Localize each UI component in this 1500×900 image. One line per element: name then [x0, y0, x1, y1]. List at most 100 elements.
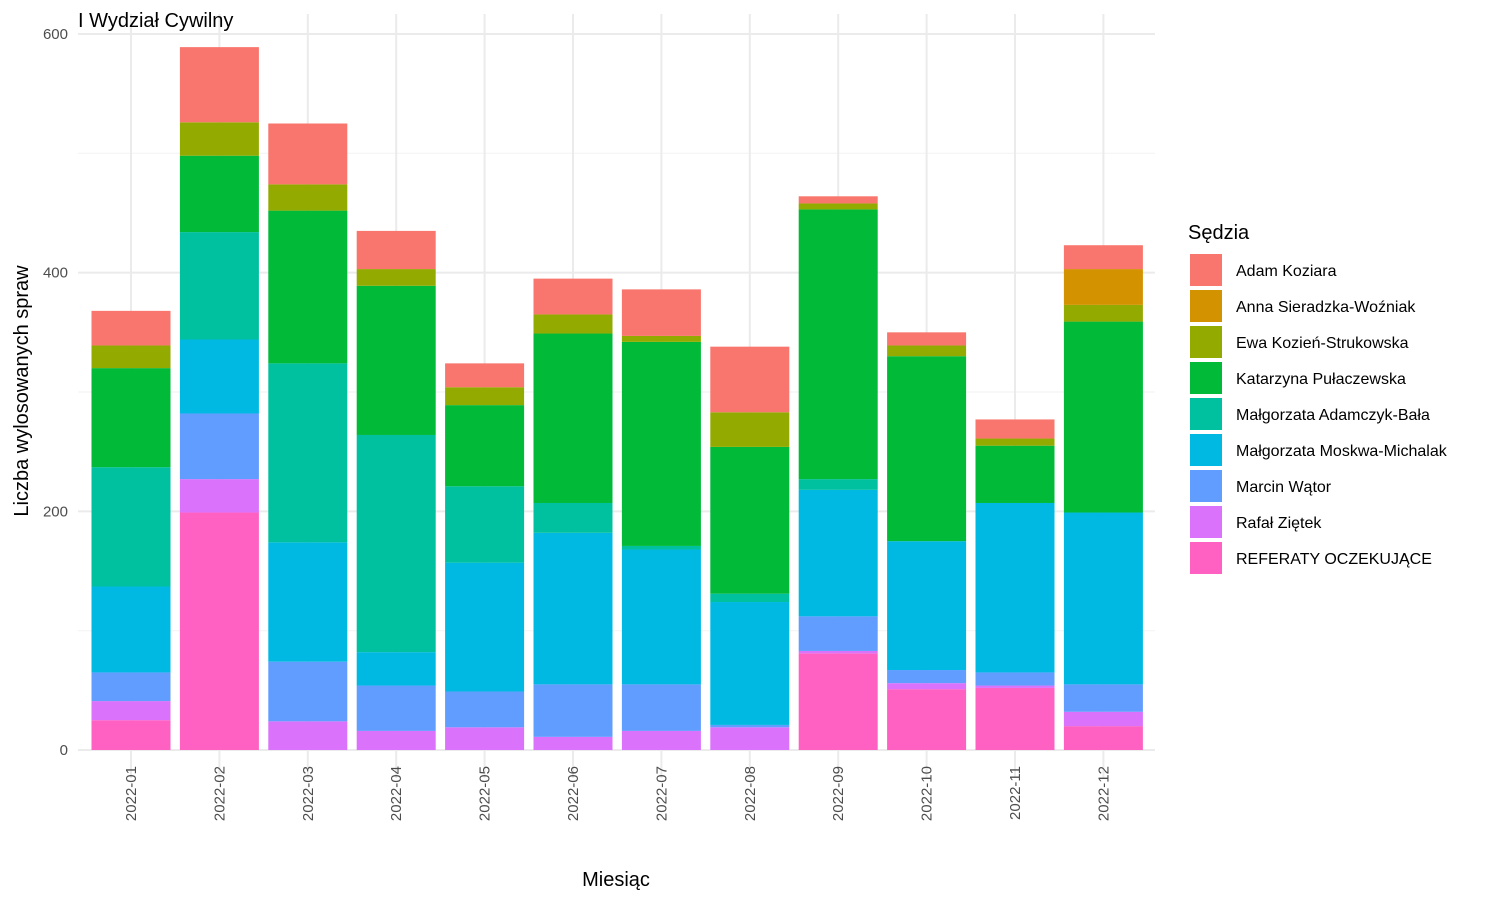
bar-segment	[268, 184, 348, 211]
bar-segment	[975, 438, 1055, 446]
bar-segment	[710, 727, 790, 750]
legend-item: REFERATY OCZEKUJĄCE	[1190, 542, 1432, 574]
bar-segment	[268, 661, 348, 722]
bar-segment	[1063, 269, 1143, 305]
bar-segment	[179, 479, 259, 513]
bar-segment	[975, 445, 1055, 503]
bar-segment	[533, 278, 613, 315]
bars	[91, 47, 1143, 750]
legend-swatch	[1190, 326, 1222, 358]
bar-segment	[91, 720, 171, 750]
bar-segment	[887, 683, 967, 690]
bar-stack	[356, 230, 436, 750]
bar-stack	[445, 363, 525, 750]
bar-segment	[710, 602, 790, 725]
bar-segment	[621, 684, 701, 731]
bar-segment	[445, 691, 525, 728]
bar-segment	[710, 346, 790, 413]
legend-items: Adam Koziara Anna Sieradzka-Woźniak Ewa Ko…	[1190, 254, 1448, 574]
legend-label: Małgorzata Adamczyk-Bała	[1236, 407, 1430, 424]
legend-swatch	[1190, 362, 1222, 394]
bar-segment	[91, 345, 171, 369]
bar-segment	[356, 285, 436, 435]
legend-label: Marcin Wątor	[1236, 479, 1332, 496]
bar-segment	[91, 310, 171, 346]
y-axis-title: Liczba wylosowanych spraw	[11, 265, 33, 517]
x-tick-label: 2022-03	[300, 766, 317, 821]
bar-segment	[533, 736, 613, 750]
bar-segment	[621, 545, 701, 550]
bar-segment	[91, 701, 171, 721]
bar-segment	[887, 541, 967, 671]
legend: Sędzia Adam Koziara Anna Sieradzka-Woźnia…	[1188, 222, 1448, 574]
bar-stack	[710, 346, 790, 750]
bar-segment	[975, 672, 1055, 686]
bar-stack	[91, 310, 171, 750]
bar-segment	[356, 652, 436, 686]
bar-segment	[91, 672, 171, 702]
x-tick-label: 2022-07	[653, 766, 670, 821]
bar-segment	[445, 387, 525, 406]
bar-segment	[445, 562, 525, 692]
bar-segment	[975, 685, 1055, 688]
bar-segment	[887, 332, 967, 346]
bar-stack	[268, 123, 348, 750]
bar-stack	[975, 419, 1055, 750]
legend-swatch	[1190, 290, 1222, 322]
bar-segment	[356, 269, 436, 286]
bar-segment	[356, 685, 436, 731]
bar-segment	[710, 446, 790, 594]
y-tick-label: 200	[43, 503, 68, 520]
bar-segment	[268, 542, 348, 662]
legend-swatch	[1190, 254, 1222, 286]
bar-segment	[268, 123, 348, 185]
bar-segment	[445, 727, 525, 750]
chart-title: I Wydział Cywilny	[78, 10, 233, 32]
bar-segment	[179, 155, 259, 233]
bar-segment	[887, 345, 967, 357]
bar-segment	[268, 363, 348, 543]
x-tick-label: 2022-02	[211, 766, 228, 821]
bar-segment	[621, 335, 701, 342]
x-tick-label: 2022-08	[742, 766, 759, 821]
legend-label: Anna Sieradzka-Woźniak	[1236, 299, 1416, 316]
bar-segment	[1063, 512, 1143, 685]
bar-segment	[179, 122, 259, 156]
bar-segment	[179, 232, 259, 340]
bar-segment	[91, 368, 171, 468]
bar-segment	[621, 341, 701, 546]
bar-segment	[179, 413, 259, 480]
bar-segment	[975, 502, 1055, 673]
bar-segment	[445, 486, 525, 563]
bar-segment	[1063, 321, 1143, 513]
bar-segment	[975, 419, 1055, 439]
bar-segment	[533, 333, 613, 503]
bar-segment	[798, 489, 878, 617]
bar-segment	[533, 314, 613, 334]
bar-segment	[621, 289, 701, 336]
legend-swatch	[1190, 398, 1222, 430]
bar-segment	[710, 412, 790, 447]
y-tick-label: 400	[43, 265, 68, 282]
bar-segment	[1063, 726, 1143, 750]
bar-segment	[445, 363, 525, 388]
bar-segment	[798, 653, 878, 750]
bar-segment	[798, 203, 878, 210]
bar-segment	[975, 687, 1055, 750]
bar-segment	[179, 512, 259, 750]
y-tick-label: 600	[43, 26, 68, 43]
bar-segment	[798, 196, 878, 204]
x-tick-label: 2022-10	[919, 766, 936, 821]
legend-item: Katarzyna Pułaczewska	[1190, 362, 1406, 394]
legend-swatch	[1190, 506, 1222, 538]
bar-segment	[268, 721, 348, 750]
legend-item: Anna Sieradzka-Woźniak	[1190, 290, 1416, 322]
bar-segment	[710, 593, 790, 603]
legend-item: Rafał Ziętek	[1190, 506, 1322, 538]
bar-segment	[1063, 684, 1143, 712]
x-tick-label: 2022-01	[123, 766, 140, 821]
legend-item: Ewa Kozień-Strukowska	[1190, 326, 1409, 358]
legend-label: Małgorzata Moskwa-Michalak	[1236, 443, 1448, 460]
bar-stack	[887, 332, 967, 750]
